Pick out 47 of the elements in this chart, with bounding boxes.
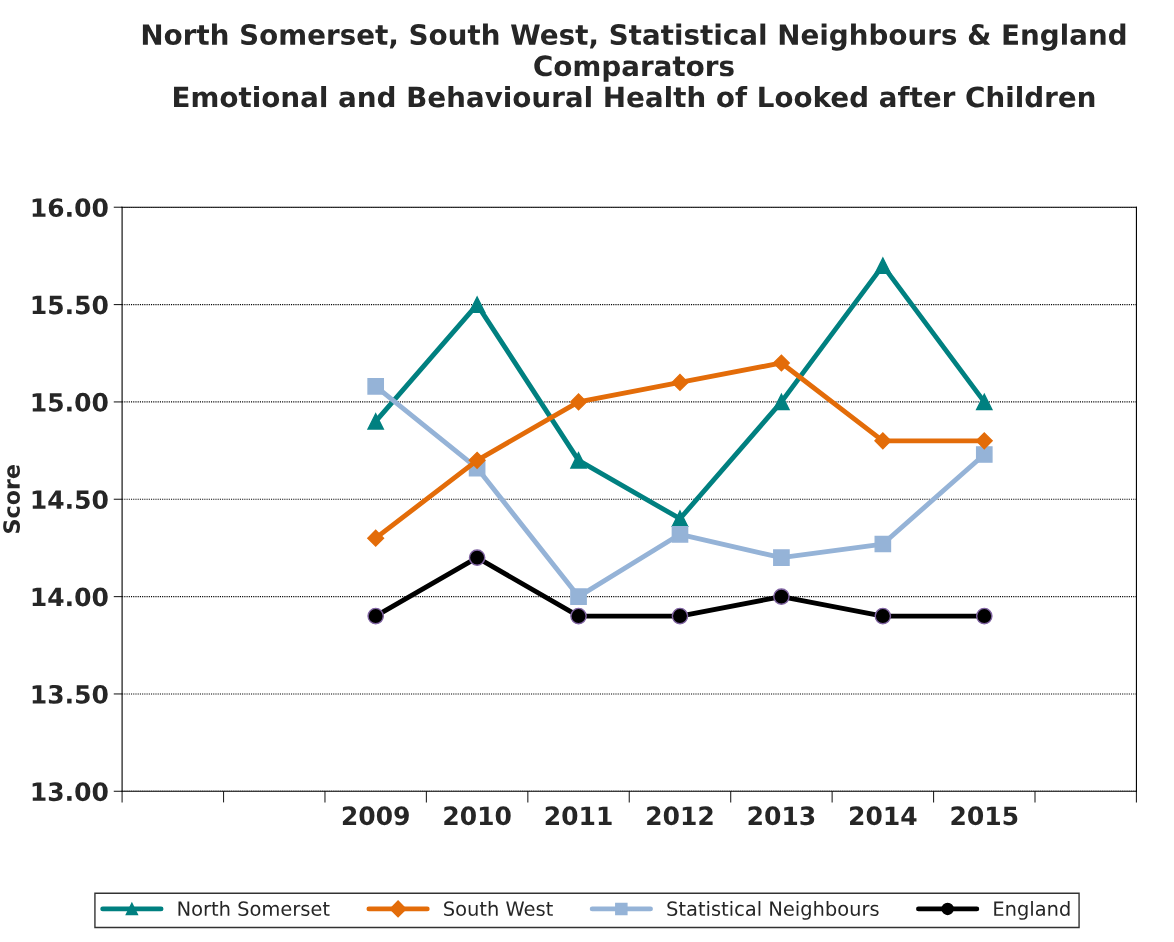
point	[874, 607, 892, 625]
point	[975, 446, 993, 463]
point	[671, 607, 689, 625]
point	[367, 529, 385, 547]
y-tick-label: 14.00	[32, 587, 108, 607]
x-tick-label: 2013	[748, 806, 815, 826]
legend-label: North Somerset	[178, 900, 330, 917]
point	[975, 607, 993, 625]
y-tick-label: 15.00	[32, 392, 108, 412]
point	[570, 451, 587, 469]
chart-title: North Somerset, South West, Statistical Neighbours & England Comparators Emotional and Behavioural Health of Looked after Children	[142, 23, 1126, 108]
point	[874, 535, 892, 553]
point	[874, 257, 892, 274]
point	[468, 451, 486, 469]
point	[367, 378, 385, 395]
y-tick-label: 13.50	[32, 684, 108, 704]
y-tick-label: 15.50	[32, 295, 108, 315]
point	[671, 510, 689, 528]
y-axis-title: Score	[3, 465, 20, 533]
point	[570, 588, 587, 605]
point	[975, 393, 993, 411]
x-tick-label: 2012	[647, 806, 713, 826]
point	[570, 607, 587, 625]
point	[772, 354, 790, 372]
point	[671, 373, 689, 392]
y-tick-label: 13.00	[32, 782, 108, 802]
point	[367, 607, 385, 625]
legend-label: England	[994, 900, 1070, 920]
x-tick-label: 2015	[951, 806, 1018, 826]
point	[468, 549, 486, 566]
legend-label: South West	[444, 900, 553, 917]
point	[773, 393, 790, 411]
point	[569, 393, 588, 411]
x-tick-label: 2010	[444, 806, 511, 826]
point	[773, 588, 790, 605]
y-tick-label: 14.50	[32, 490, 108, 510]
x-tick-label: 2014	[850, 806, 917, 826]
point	[874, 432, 892, 450]
x-tick-label: 2011	[545, 806, 612, 826]
point	[367, 413, 385, 430]
point	[468, 296, 486, 313]
x-tick-label: 2009	[342, 806, 409, 826]
y-tick-label: 16.00	[32, 198, 108, 218]
legend-label: Statistical Neighbours	[667, 900, 879, 920]
point	[671, 525, 689, 543]
point	[773, 549, 790, 566]
point	[975, 432, 993, 450]
